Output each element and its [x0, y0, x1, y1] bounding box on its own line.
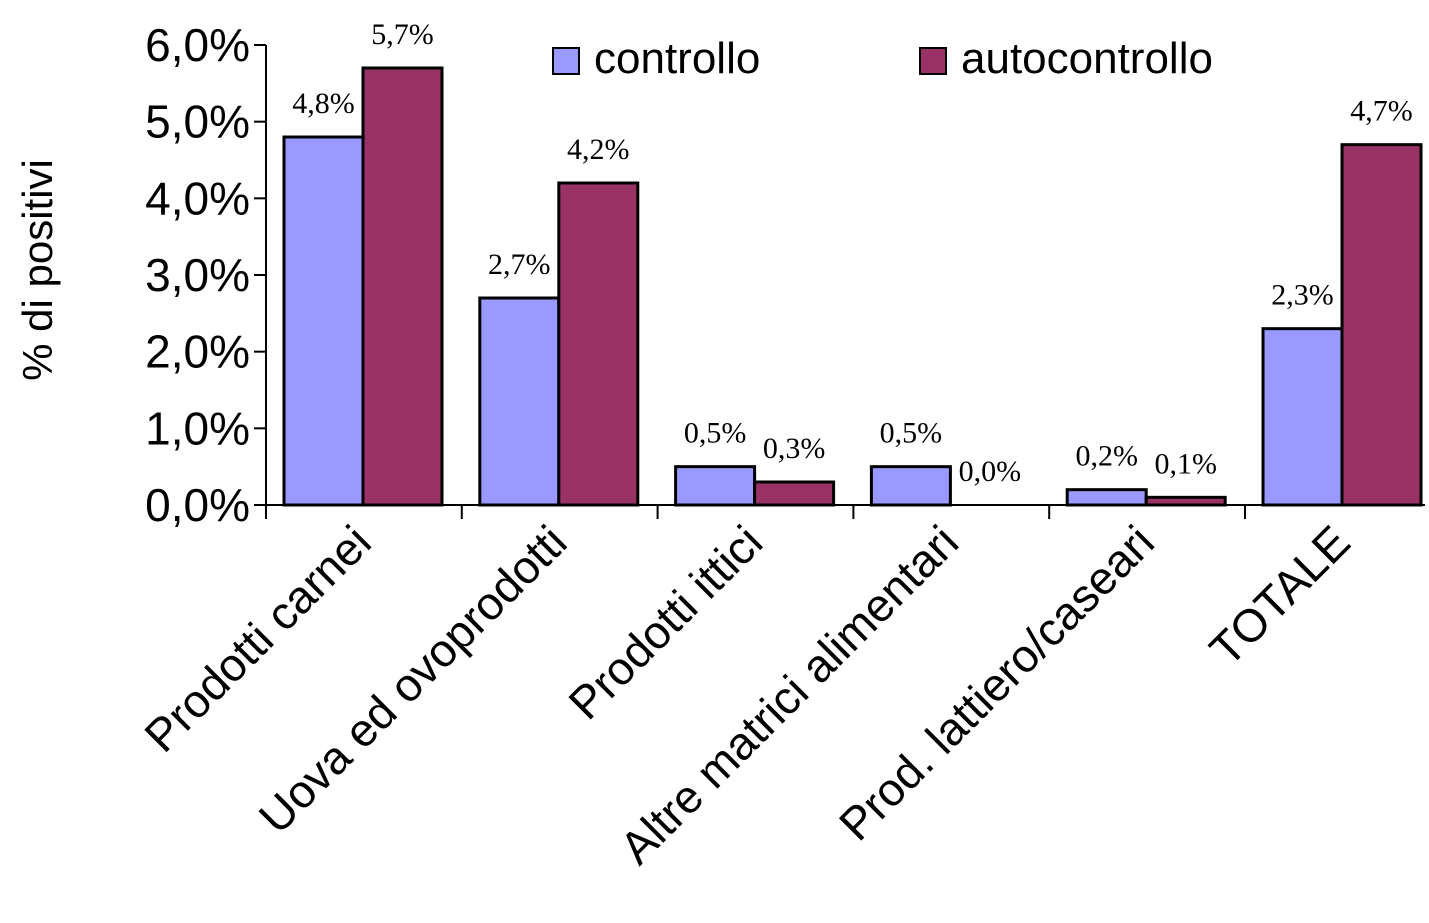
bar-autocontrollo-5	[1340, 143, 1423, 507]
y-tick-label: 0,0%	[145, 479, 250, 531]
data-label-autocontrollo-0: 5,7%	[371, 18, 434, 51]
y-tick-label: 1,0%	[145, 402, 250, 454]
bar-autocontrollo-1	[557, 181, 640, 507]
bar-controllo-2	[674, 465, 757, 507]
legend: controllo autocontrollo	[552, 34, 1213, 83]
data-label-controllo-4: 0,2%	[1075, 440, 1138, 473]
legend-swatch-autocontrollo	[919, 47, 947, 75]
y-tick-label: 4,0%	[145, 172, 250, 224]
bar-controllo-4	[1065, 488, 1148, 507]
bar-controllo-5	[1261, 327, 1344, 507]
data-label-controllo-0: 4,8%	[292, 87, 355, 120]
y-tick-label: 3,0%	[145, 249, 250, 301]
data-label-autocontrollo-3: 0,0%	[959, 455, 1022, 488]
y-tick-label: 6,0%	[145, 19, 250, 71]
legend-label-autocontrollo: autocontrollo	[961, 34, 1213, 83]
data-label-autocontrollo-5: 4,7%	[1350, 95, 1413, 128]
category-label-3: Altre matrici alimentari	[610, 515, 969, 874]
y-axis-title: % di positivi	[14, 159, 61, 381]
data-label-controllo-2: 0,5%	[684, 417, 747, 450]
data-label-controllo-5: 2,3%	[1271, 279, 1334, 312]
data-label-autocontrollo-1: 4,2%	[567, 133, 630, 166]
bar-controllo-1	[478, 296, 561, 507]
data-label-autocontrollo-2: 0,3%	[763, 432, 826, 465]
bar-controllo-3	[869, 465, 952, 507]
data-label-controllo-1: 2,7%	[488, 248, 551, 281]
legend-label-controllo: controllo	[594, 34, 760, 83]
bar-autocontrollo-2	[753, 480, 836, 507]
category-label-2: Prodotti ittici	[558, 515, 772, 729]
data-label-autocontrollo-4: 0,1%	[1154, 447, 1217, 480]
bar-controllo-0	[282, 135, 365, 507]
category-label-4: Prod. lattiero/caseari	[829, 515, 1164, 850]
legend-swatch-controllo	[552, 47, 580, 75]
data-label-controllo-3: 0,5%	[880, 417, 943, 450]
bar-autocontrollo-0	[361, 66, 444, 507]
y-tick-label: 2,0%	[145, 326, 250, 378]
category-label-5: TOTALE	[1199, 515, 1359, 675]
bar-autocontrollo-4	[1144, 495, 1227, 507]
y-tick-label: 5,0%	[145, 96, 250, 148]
